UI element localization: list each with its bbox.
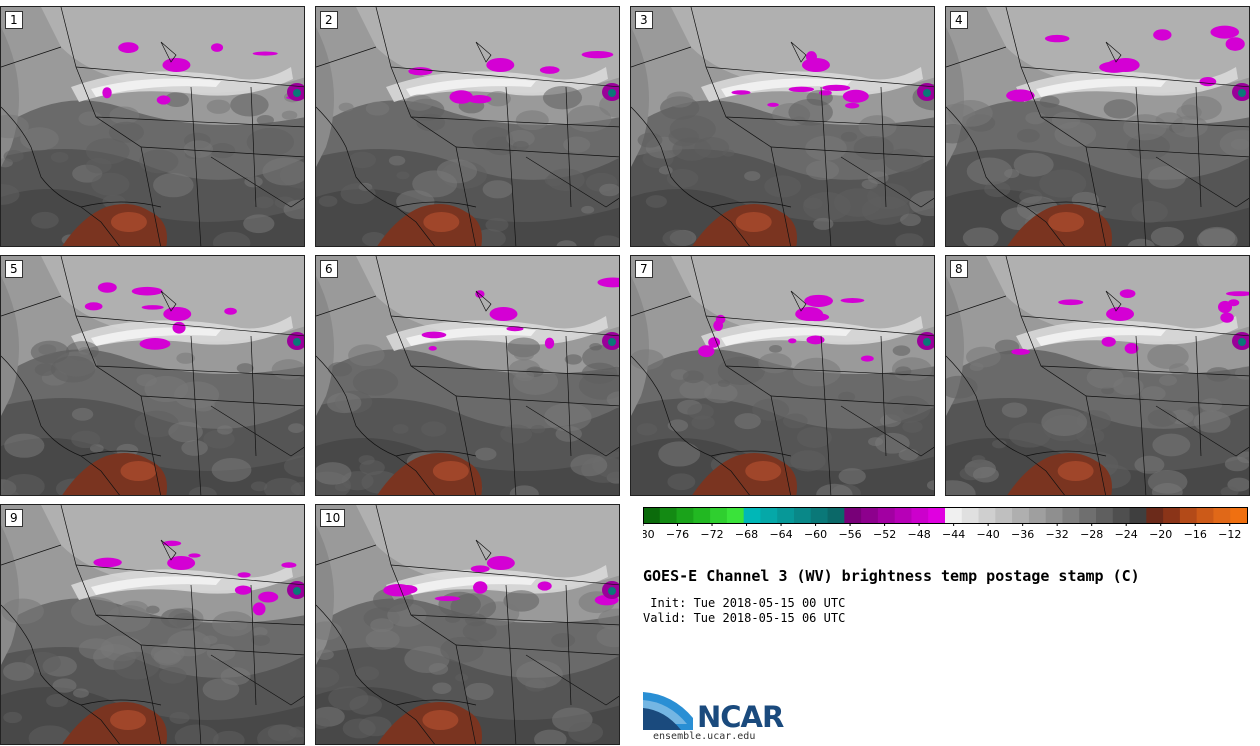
colorbar-tick-label: −32 bbox=[1046, 528, 1069, 541]
colorbar-swatch bbox=[1196, 507, 1214, 523]
colorbar-swatch bbox=[1079, 507, 1097, 523]
colorbar-swatch bbox=[794, 507, 812, 523]
colorbar-swatch bbox=[1179, 507, 1198, 523]
colorbar-swatch bbox=[1112, 507, 1131, 523]
wv-map-3 bbox=[631, 7, 934, 246]
valid-time: Valid: Tue 2018-05-15 06 UTC bbox=[643, 611, 846, 625]
map-panel-3: 3 bbox=[630, 6, 935, 247]
map-panel-1: 1 bbox=[0, 6, 305, 247]
colorbar-tick-label: −68 bbox=[735, 528, 758, 541]
colorbar-tick-label: −20 bbox=[1149, 528, 1172, 541]
colorbar-swatch bbox=[1045, 507, 1063, 523]
colorbar: −80−76−72−68−64−60−56−52−48−44−40−36−32−… bbox=[643, 507, 1248, 541]
panel-number-label: 5 bbox=[5, 260, 23, 278]
colorbar-tick-label: −40 bbox=[977, 528, 1000, 541]
panel-number-label: 1 bbox=[5, 11, 23, 29]
colorbar-tick-label: −28 bbox=[1080, 528, 1103, 541]
colorbar-swatch bbox=[643, 507, 661, 523]
colorbar-swatch bbox=[827, 507, 845, 523]
wv-map-9 bbox=[1, 505, 304, 744]
map-panel-7: 7 bbox=[630, 255, 935, 496]
map-panel-5: 5 bbox=[0, 255, 305, 496]
wv-map-5 bbox=[1, 256, 304, 495]
colorbar-tick-label: −12 bbox=[1218, 528, 1241, 541]
colorbar-swatch bbox=[710, 507, 728, 523]
colorbar-swatch bbox=[1213, 507, 1231, 523]
wv-map-8 bbox=[946, 256, 1249, 495]
colorbar-swatch bbox=[961, 507, 980, 523]
panel-number-label: 8 bbox=[950, 260, 968, 278]
colorbar-swatch bbox=[1163, 507, 1181, 523]
colorbar-swatch bbox=[894, 507, 912, 523]
colorbar-tick-label: −64 bbox=[769, 528, 792, 541]
logo-text: NCAR bbox=[697, 700, 784, 734]
colorbar-tick-label: −72 bbox=[700, 528, 723, 541]
colorbar-swatch bbox=[810, 507, 829, 523]
panel-number-label: 6 bbox=[320, 260, 338, 278]
colorbar-tick-label: −52 bbox=[873, 528, 896, 541]
colorbar-swatch bbox=[760, 507, 778, 523]
ncar-logo-icon bbox=[643, 692, 693, 730]
panel-number-label: 2 bbox=[320, 11, 338, 29]
colorbar-swatch bbox=[726, 507, 745, 523]
colorbar-tick-label: −48 bbox=[908, 528, 931, 541]
panel-number-label: 7 bbox=[635, 260, 653, 278]
panel-number-label: 3 bbox=[635, 11, 653, 29]
map-panel-6: 6 bbox=[315, 255, 620, 496]
colorbar-tick-label: −36 bbox=[1011, 528, 1034, 541]
wv-map-2 bbox=[316, 7, 619, 246]
colorbar-swatch bbox=[911, 507, 929, 523]
map-panel-10: 10 bbox=[315, 504, 620, 745]
panel-number-label: 10 bbox=[320, 509, 346, 527]
wv-map-4 bbox=[946, 7, 1249, 246]
map-panel-4: 4 bbox=[945, 6, 1250, 247]
colorbar-swatch bbox=[928, 507, 946, 523]
map-panel-9: 9 bbox=[0, 504, 305, 745]
logo-url: ensemble.ucar.edu bbox=[653, 731, 756, 742]
wv-map-6 bbox=[316, 256, 619, 495]
colorbar-swatch bbox=[777, 507, 795, 523]
colorbar-swatch bbox=[1230, 507, 1248, 523]
colorbar-swatch bbox=[743, 507, 761, 523]
colorbar-swatch bbox=[693, 507, 711, 523]
colorbar-swatch bbox=[844, 507, 862, 523]
colorbar-tick-label: −16 bbox=[1184, 528, 1207, 541]
colorbar-swatch bbox=[861, 507, 879, 523]
colorbar-swatch bbox=[1129, 507, 1147, 523]
colorbar-tick-label: −76 bbox=[666, 528, 689, 541]
colorbar-tick-label: −24 bbox=[1115, 528, 1138, 541]
colorbar-swatch bbox=[877, 507, 896, 523]
colorbar-swatch bbox=[1062, 507, 1080, 523]
colorbar-swatch bbox=[978, 507, 996, 523]
colorbar-swatch bbox=[1146, 507, 1164, 523]
panel-number-label: 9 bbox=[5, 509, 23, 527]
init-time: Init: Tue 2018-05-15 00 UTC bbox=[643, 596, 846, 610]
colorbar-swatch bbox=[1028, 507, 1047, 523]
figure-title: GOES-E Channel 3 (WV) brightness temp po… bbox=[643, 567, 1140, 585]
map-panel-8: 8 bbox=[945, 255, 1250, 496]
colorbar-swatch bbox=[995, 507, 1013, 523]
wv-map-1 bbox=[1, 7, 304, 246]
panel-number-label: 4 bbox=[950, 11, 968, 29]
colorbar-swatch bbox=[659, 507, 678, 523]
colorbar-tick-label: −80 bbox=[643, 528, 655, 541]
colorbar-tick-label: −60 bbox=[804, 528, 827, 541]
colorbar-swatch bbox=[1012, 507, 1030, 523]
wv-map-10 bbox=[316, 505, 619, 744]
colorbar-tick-label: −56 bbox=[838, 528, 861, 541]
colorbar-swatch bbox=[1096, 507, 1114, 523]
colorbar-swatch bbox=[676, 507, 694, 523]
map-panel-2: 2 bbox=[315, 6, 620, 247]
wv-map-7 bbox=[631, 256, 934, 495]
colorbar-tick-label: −44 bbox=[942, 528, 965, 541]
colorbar-swatch bbox=[945, 507, 963, 523]
